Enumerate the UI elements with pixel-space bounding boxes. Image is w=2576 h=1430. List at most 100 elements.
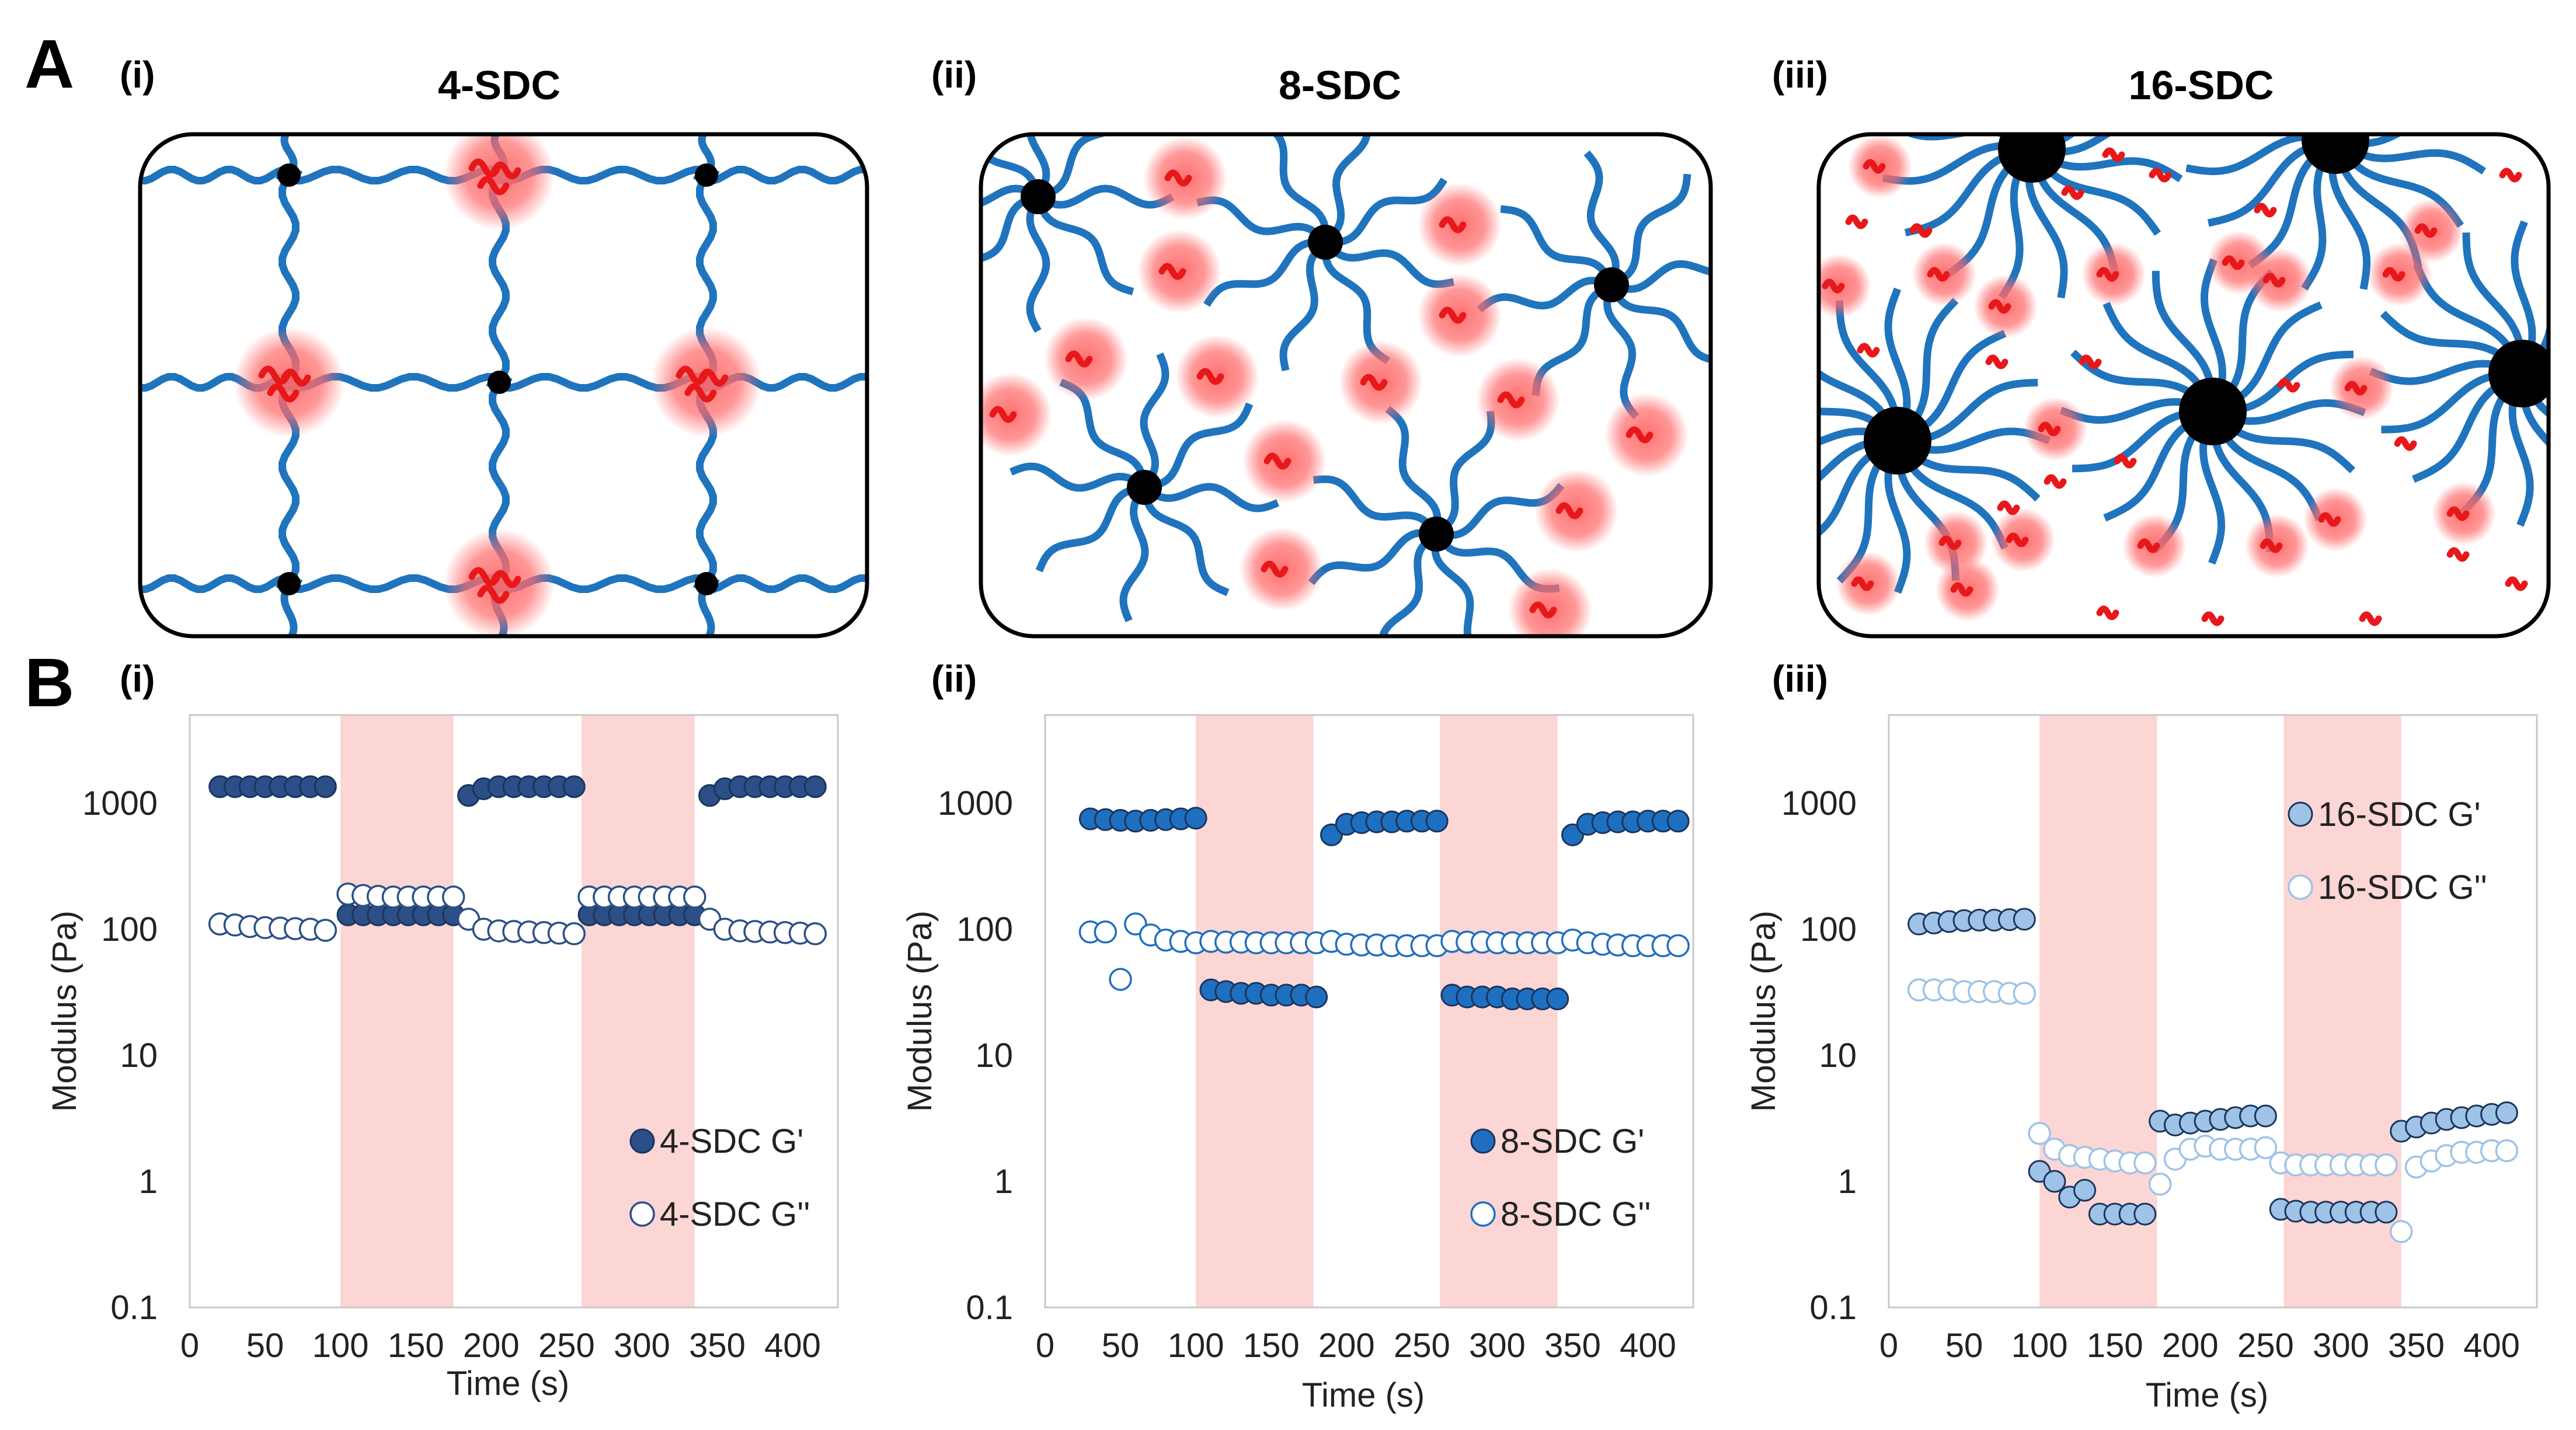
x-tick-label: 400 (2463, 1327, 2520, 1365)
sticker-chain (1997, 500, 2020, 515)
sticker-chain (2359, 611, 2382, 626)
polymer-arm (981, 184, 1040, 209)
x-tick-label: 300 (1469, 1327, 1526, 1365)
polymer-arm (1026, 134, 1050, 199)
y-tick-label: 0.1 (110, 1289, 158, 1327)
network-schematic-4sdc (138, 132, 869, 639)
legend-marker (2288, 801, 2313, 827)
polymer-arm (2332, 134, 2370, 142)
network-schematic-16sdc (1816, 132, 2551, 639)
g-double-prime-point (314, 919, 337, 942)
sticker-chain (2382, 267, 2406, 282)
y-tick-label: 1 (139, 1163, 158, 1201)
y-tick-label: 100 (1800, 911, 1857, 948)
sticker-chain (2446, 547, 2470, 562)
sticker-chain (1164, 169, 1192, 187)
loss-modulus-series (208, 883, 827, 946)
sticker-chain (2061, 185, 2084, 200)
g-double-prime-point (2133, 1151, 2157, 1175)
g-prime-point (2495, 1101, 2518, 1124)
polymer-arm (1610, 257, 1711, 293)
polymer-arm (1603, 283, 1639, 420)
sticker-chain (2318, 512, 2341, 527)
sticker-chain (2262, 273, 2286, 288)
g-prime-point (803, 775, 827, 798)
panel-label-a: A (25, 26, 74, 103)
x-tick-label: 100 (2011, 1327, 2068, 1365)
sticker-chain (1822, 278, 1845, 294)
loss-modulus-series (1078, 912, 1690, 991)
star-core (1127, 470, 1162, 505)
polymer-arm (1261, 134, 1329, 243)
y-tick-label: 1 (1838, 1163, 1857, 1201)
panel-label-b: B (25, 644, 74, 721)
g-double-prime-point (562, 922, 586, 946)
x-tick-label: 350 (1544, 1327, 1601, 1365)
polymer-arm (1140, 352, 1169, 490)
g-prime-point (1184, 807, 1207, 830)
x-tick-label: 250 (2237, 1327, 2294, 1365)
sticker-cluster (234, 327, 344, 438)
chart-iii-label: (iii) (1772, 658, 1828, 700)
sticker-chain (2344, 381, 2368, 396)
star-core (2179, 378, 2247, 445)
x-axis-title: Time (s) (447, 1365, 569, 1403)
x-axis-title: Time (s) (2146, 1376, 2268, 1414)
y-tick-label: 1000 (82, 784, 158, 822)
x-tick-label: 350 (689, 1327, 746, 1365)
x-tick-label: 250 (1394, 1327, 1450, 1365)
schematic-border (1816, 132, 2551, 639)
legend-label: 16-SDC G' (2318, 796, 2481, 833)
schematic-border (138, 132, 869, 639)
polymer-arm (1322, 134, 1371, 245)
sticker-chain (267, 383, 300, 403)
g-prime-point (2013, 908, 2036, 931)
sticker-chain (1263, 452, 1292, 470)
crosslink-junction (277, 572, 301, 595)
sticker-cluster (651, 327, 762, 438)
modulus-chart-16sdc: 0 50 100 150 200 250 300 350 400 0.1 1 10 100 1000 Tim… (1745, 714, 2538, 1414)
legend-marker (1470, 1201, 1496, 1227)
sticker-chain (2446, 506, 2470, 521)
g-double-prime-point (683, 885, 706, 909)
polymer-arm (1377, 531, 1439, 636)
polymer-arm (1944, 134, 2036, 150)
modulus-chart-4sdc: 0 50 100 150 200 250 300 350 400 0.1 1 10 100 1000 Tim… (46, 714, 839, 1403)
schematic-ii-label: (ii) (931, 54, 977, 96)
g-double-prime-point (803, 922, 827, 946)
star-core (2302, 134, 2369, 174)
sticker-chain (2096, 267, 2119, 282)
sticker-chain (477, 584, 510, 604)
sticker-chain (2102, 147, 2125, 162)
g-prime-point (2073, 1178, 2097, 1202)
g-double-prime-point (2028, 1122, 2051, 1145)
sticker-chain (491, 570, 521, 588)
sticker-chain (1625, 426, 1653, 444)
schematic-inner (1819, 134, 2549, 626)
legend-marker (629, 1201, 655, 1227)
polymer-arm (1203, 238, 1326, 307)
sticker-chain (1065, 350, 1093, 368)
sticker-chain (1196, 368, 1224, 385)
schematic-border (979, 132, 1713, 639)
y-tick-label: 100 (956, 911, 1013, 948)
x-axis-title: Time (s) (1302, 1376, 1425, 1414)
sticker-chain (1909, 223, 1933, 238)
star-core (1998, 134, 2066, 183)
schematic-title-16sdc: 16-SDC (2129, 62, 2274, 108)
legend-marker (1470, 1128, 1496, 1154)
y-tick-label: 1000 (938, 784, 1013, 822)
polymer-arm (1322, 239, 1455, 288)
sticker-chain (1529, 601, 1557, 619)
sticker-chain (281, 368, 311, 387)
x-tick-label: 0 (1879, 1327, 1898, 1365)
polymer-arm (1279, 239, 1328, 372)
crosslink-junction (695, 163, 718, 187)
x-tick-label: 100 (1168, 1327, 1224, 1365)
polymer-chain (692, 166, 867, 184)
x-tick-label: 50 (246, 1327, 284, 1365)
polymer-arm (1119, 485, 1149, 623)
sticker-chain (2505, 576, 2528, 591)
polymer-arm (1500, 205, 1615, 287)
